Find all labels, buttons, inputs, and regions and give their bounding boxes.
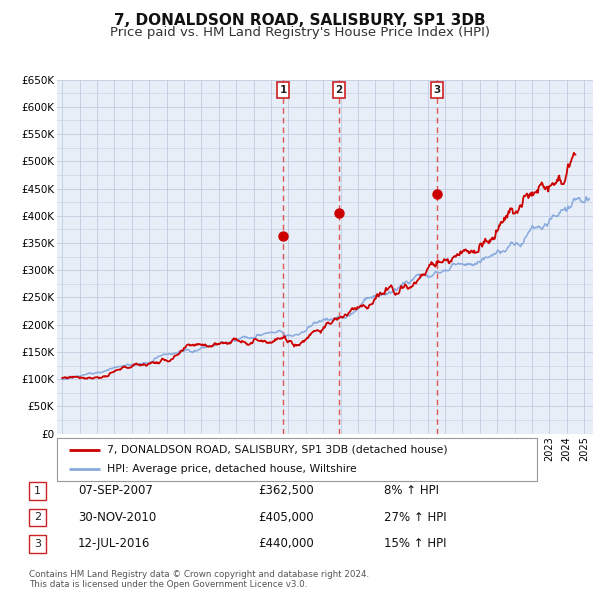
Text: £405,000: £405,000 <box>258 511 314 524</box>
Text: 3: 3 <box>34 539 41 549</box>
Text: 3: 3 <box>433 85 440 95</box>
Text: Price paid vs. HM Land Registry's House Price Index (HPI): Price paid vs. HM Land Registry's House … <box>110 26 490 39</box>
Text: 2: 2 <box>34 513 41 522</box>
Text: 8% ↑ HPI: 8% ↑ HPI <box>384 484 439 497</box>
Text: Contains HM Land Registry data © Crown copyright and database right 2024.
This d: Contains HM Land Registry data © Crown c… <box>29 570 369 589</box>
Text: £362,500: £362,500 <box>258 484 314 497</box>
Text: 15% ↑ HPI: 15% ↑ HPI <box>384 537 446 550</box>
Text: £440,000: £440,000 <box>258 537 314 550</box>
Text: HPI: Average price, detached house, Wiltshire: HPI: Average price, detached house, Wilt… <box>107 464 357 474</box>
Text: 27% ↑ HPI: 27% ↑ HPI <box>384 511 446 524</box>
Text: 1: 1 <box>280 85 287 95</box>
Text: 12-JUL-2016: 12-JUL-2016 <box>78 537 151 550</box>
FancyBboxPatch shape <box>57 438 537 481</box>
Text: 07-SEP-2007: 07-SEP-2007 <box>78 484 153 497</box>
Text: 2: 2 <box>335 85 343 95</box>
Text: 30-NOV-2010: 30-NOV-2010 <box>78 511 156 524</box>
Text: 1: 1 <box>34 486 41 496</box>
Text: 7, DONALDSON ROAD, SALISBURY, SP1 3DB (detached house): 7, DONALDSON ROAD, SALISBURY, SP1 3DB (d… <box>107 445 448 455</box>
Text: 7, DONALDSON ROAD, SALISBURY, SP1 3DB: 7, DONALDSON ROAD, SALISBURY, SP1 3DB <box>114 13 486 28</box>
